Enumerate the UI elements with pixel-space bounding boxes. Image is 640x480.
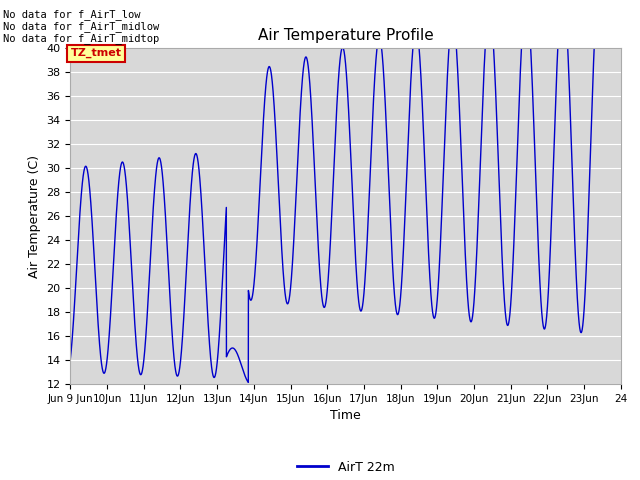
Title: Air Temperature Profile: Air Temperature Profile xyxy=(258,28,433,43)
Text: No data for f_AirT_low: No data for f_AirT_low xyxy=(3,9,141,20)
Y-axis label: Air Temperature (C): Air Temperature (C) xyxy=(28,155,41,277)
Text: No data for f_AirT_midtop: No data for f_AirT_midtop xyxy=(3,33,159,44)
Legend: AirT 22m: AirT 22m xyxy=(292,456,399,479)
Text: No data for f_AirT_midlow: No data for f_AirT_midlow xyxy=(3,21,159,32)
X-axis label: Time: Time xyxy=(330,409,361,422)
Text: TZ_tmet: TZ_tmet xyxy=(70,48,122,58)
